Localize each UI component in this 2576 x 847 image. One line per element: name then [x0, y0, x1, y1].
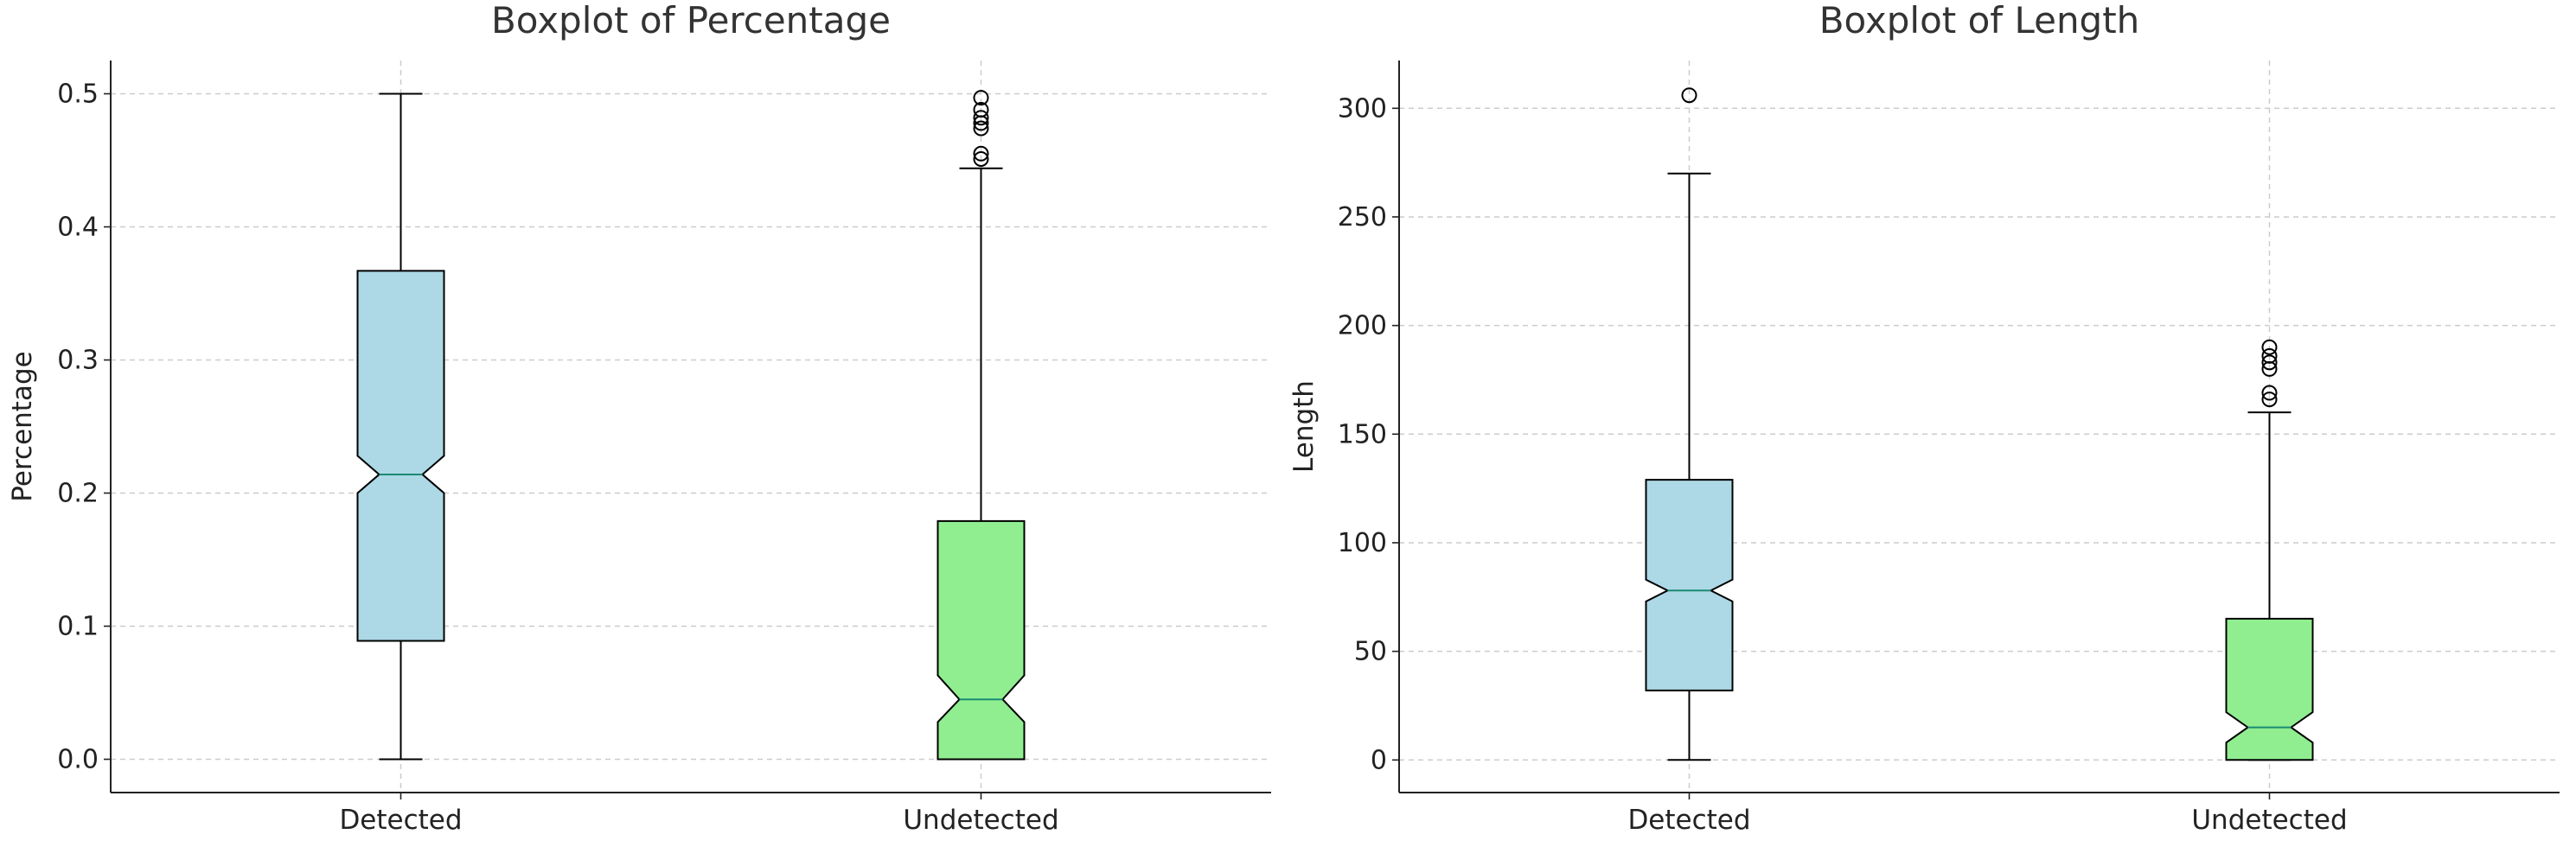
y-tick-label: 0.0: [57, 745, 99, 775]
outlier-point: [2261, 339, 2278, 355]
y-tick-label: 0.5: [57, 80, 99, 110]
y-tick-label: 300: [1338, 93, 1387, 124]
outlier-point: [973, 101, 989, 118]
box-undetected: [2225, 617, 2314, 761]
outlier-point: [1681, 87, 1697, 104]
outlier-point: [2261, 347, 2278, 364]
outlier-point: [973, 150, 989, 167]
y-tick-label: 0: [1371, 745, 1387, 775]
x-tick-label: Undetected: [2191, 805, 2347, 836]
box-undetected: [936, 519, 1026, 761]
y-tick-label: 50: [1354, 637, 1387, 667]
y-axis-label: Percentage: [7, 351, 38, 501]
chart-title: Boxplot of Length: [1819, 0, 2140, 41]
outlier-point: [2261, 392, 2278, 408]
y-tick-label: 0.2: [57, 479, 99, 509]
box-detected: [1645, 479, 1734, 691]
outlier-point: [2261, 354, 2278, 371]
y-tick-label: 0.4: [57, 213, 99, 243]
x-tick-label: Detected: [1627, 805, 1750, 836]
outlier-point: [2261, 385, 2278, 401]
y-tick-label: 0.1: [57, 612, 99, 642]
y-tick-label: 100: [1338, 528, 1387, 558]
y-tick-label: 200: [1338, 311, 1387, 341]
outlier-point: [973, 120, 989, 137]
y-tick-label: 0.3: [57, 346, 99, 376]
outlier-point: [973, 110, 989, 126]
box-detected: [356, 270, 445, 642]
x-tick-label: Detected: [339, 805, 462, 836]
y-axis-label: Length: [1288, 380, 1320, 473]
chart-title: Boxplot of Percentage: [491, 0, 891, 41]
chart-panel-length: 0 50 100 150 200 250 300 Detected Undetected Boxp…: [1288, 0, 2560, 836]
x-tick-label: Undetected: [903, 805, 1058, 836]
y-tick-label: 250: [1338, 202, 1387, 232]
outlier-point: [973, 90, 989, 106]
y-tick-label: 150: [1338, 419, 1387, 449]
outlier-point: [973, 145, 989, 162]
chart-panel-percentage: 0.0 0.1 0.2 0.3 0.4 0.5 Detected Undetected Boxp…: [7, 0, 1271, 836]
